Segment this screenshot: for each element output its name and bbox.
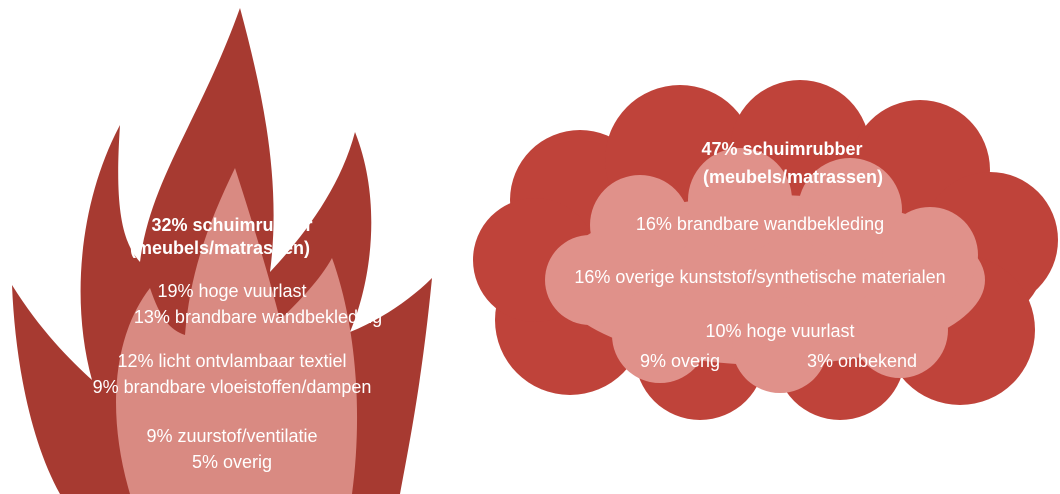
flame-line: 19% hoge vuurlast bbox=[157, 281, 306, 301]
cloud-heading: 47% schuimrubber bbox=[701, 139, 862, 159]
cloud-line: 9% overig bbox=[640, 351, 720, 371]
flame-line: 12% licht ontvlambaar textiel bbox=[117, 351, 346, 371]
flame-line: 5% overig bbox=[192, 452, 272, 472]
flame: 32% schuimrubber (meubels/matrassen) 19%… bbox=[12, 8, 432, 494]
cloud: 47% schuimrubber (meubels/matrassen) 16%… bbox=[473, 80, 1058, 420]
flame-line: 13% brandbare wandbekleding bbox=[134, 307, 382, 327]
cloud-heading: (meubels/matrassen) bbox=[703, 167, 883, 187]
flame-heading: 32% schuimrubber bbox=[151, 215, 312, 235]
cloud-line: 16% brandbare wandbekleding bbox=[636, 214, 884, 234]
cloud-line: 10% hoge vuurlast bbox=[705, 321, 854, 341]
flame-line: 9% zuurstof/ventilatie bbox=[146, 426, 317, 446]
cloud-line: 16% overige kunststof/synthetische mater… bbox=[574, 267, 945, 287]
infographic: 32% schuimrubber (meubels/matrassen) 19%… bbox=[0, 0, 1060, 494]
flame-line: 9% brandbare vloeistoffen/dampen bbox=[93, 377, 372, 397]
flame-heading: (meubels/matrassen) bbox=[130, 238, 310, 258]
cloud-line: 3% onbekend bbox=[807, 351, 917, 371]
